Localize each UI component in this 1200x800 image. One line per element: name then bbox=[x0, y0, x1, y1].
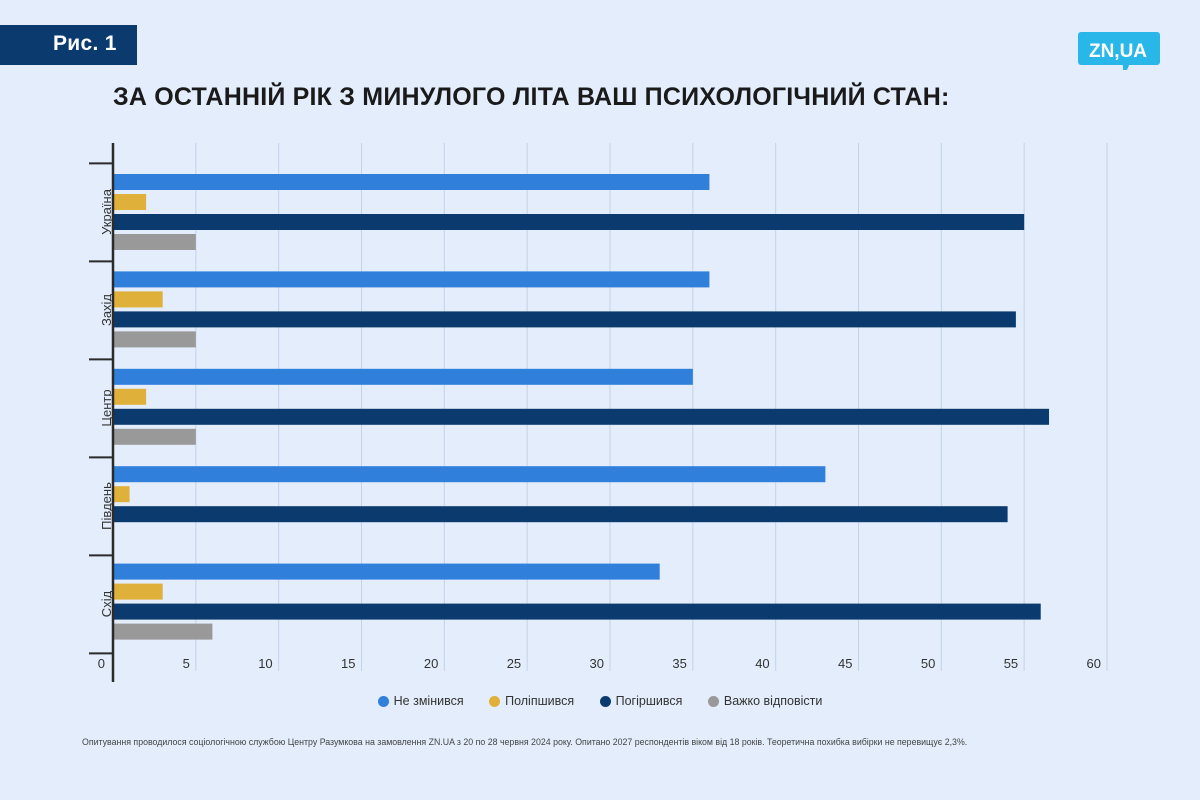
svg-text:40: 40 bbox=[755, 656, 769, 671]
svg-text:35: 35 bbox=[672, 656, 686, 671]
svg-text:25: 25 bbox=[507, 656, 521, 671]
svg-text:5: 5 bbox=[183, 656, 190, 671]
svg-text:55: 55 bbox=[1004, 656, 1018, 671]
svg-text:50: 50 bbox=[921, 656, 935, 671]
svg-text:20: 20 bbox=[424, 656, 438, 671]
svg-text:0: 0 bbox=[98, 656, 105, 671]
svg-text:10: 10 bbox=[258, 656, 272, 671]
svg-text:15: 15 bbox=[341, 656, 355, 671]
svg-text:60: 60 bbox=[1087, 656, 1101, 671]
svg-text:45: 45 bbox=[838, 656, 852, 671]
svg-text:30: 30 bbox=[590, 656, 604, 671]
